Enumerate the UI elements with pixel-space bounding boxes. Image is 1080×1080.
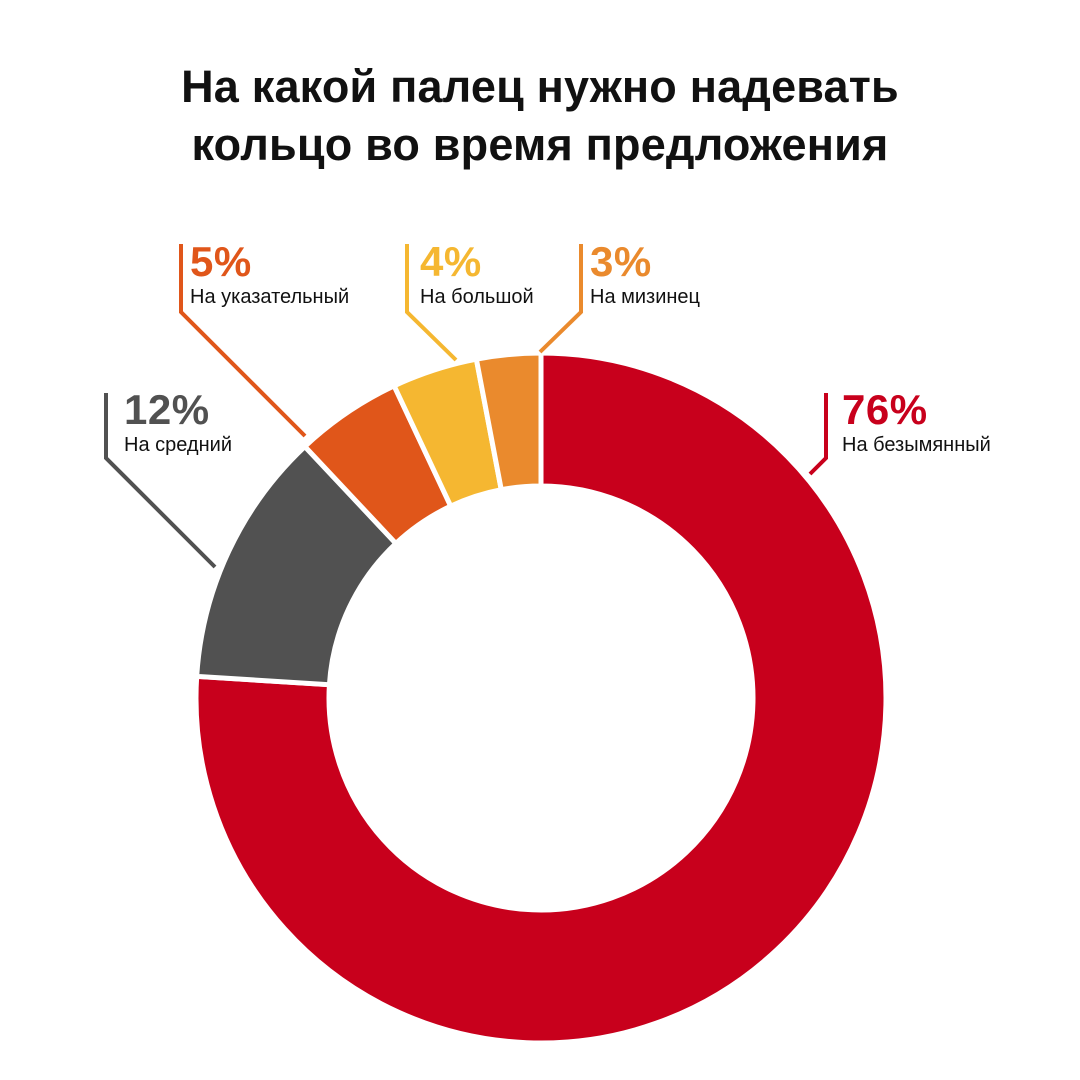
- leader-line-pinky: [538, 244, 583, 354]
- leader-line-middle: [104, 393, 217, 569]
- leader-line-thumb: [405, 244, 458, 362]
- category-label-index: На указательный: [190, 286, 350, 308]
- category-label-thumb: На большой: [420, 286, 534, 308]
- callout-middle: 12% На средний: [124, 388, 232, 458]
- callout-ring: 76% На безымянный: [842, 388, 991, 458]
- slice-pinky: [473, 350, 544, 493]
- chart-title-line-1: На какой палец нужно надевать: [181, 61, 899, 112]
- callout-index: 5% На указательный: [190, 240, 349, 310]
- category-label-pinky: На мизинец: [590, 286, 701, 308]
- callout-thumb: 4% На большой: [420, 240, 534, 310]
- value-label-thumb: 4%: [420, 238, 482, 285]
- chart-title-line-2: кольцо во время предложения: [191, 119, 889, 170]
- slice-ring: [193, 350, 889, 1046]
- callout-pinky: 3% На мизинец: [590, 240, 700, 310]
- category-label-ring: На безымянный: [842, 434, 991, 456]
- leader-lines: [104, 244, 828, 569]
- donut-slices: [193, 350, 889, 1046]
- chart-title: На какой палец нужно надевать кольцо во …: [0, 58, 1080, 174]
- leader-line-index: [179, 244, 307, 438]
- value-label-ring: 76%: [842, 386, 928, 433]
- value-label-index: 5%: [190, 238, 252, 285]
- category-label-middle: На средний: [124, 434, 232, 456]
- value-label-middle: 12%: [124, 386, 210, 433]
- leader-line-ring: [808, 393, 828, 476]
- value-label-pinky: 3%: [590, 238, 652, 285]
